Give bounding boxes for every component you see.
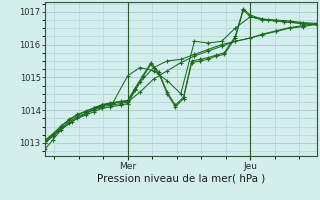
- X-axis label: Pression niveau de la mer( hPa ): Pression niveau de la mer( hPa ): [97, 173, 265, 183]
